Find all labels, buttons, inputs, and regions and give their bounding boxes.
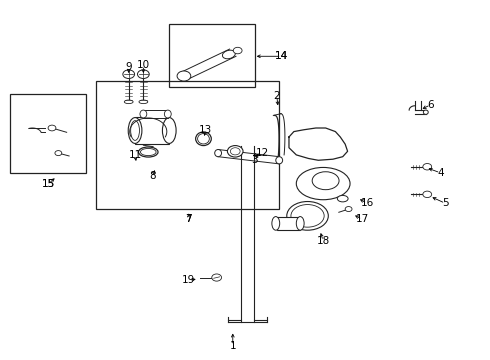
Bar [169, 24, 255, 87]
Ellipse shape [140, 110, 147, 118]
Circle shape [423, 163, 432, 170]
Ellipse shape [164, 110, 171, 118]
Circle shape [48, 125, 56, 131]
Text: 15: 15 [42, 179, 55, 189]
Ellipse shape [139, 147, 158, 157]
Text: 3: 3 [251, 155, 258, 165]
Text: 4: 4 [437, 168, 444, 178]
Text: 12: 12 [255, 148, 269, 158]
Text: 6: 6 [427, 100, 434, 110]
Circle shape [138, 70, 149, 78]
Ellipse shape [312, 172, 339, 190]
Text: 1: 1 [229, 341, 236, 351]
Text: 9: 9 [125, 62, 132, 72]
Text: 10: 10 [137, 60, 150, 70]
Text: 18: 18 [317, 236, 330, 246]
Bar [135, 117, 169, 144]
Text: 7: 7 [186, 215, 192, 224]
Text: 7: 7 [186, 215, 192, 224]
Bar [10, 94, 86, 173]
Bar [277, 217, 300, 230]
Text: 15: 15 [42, 179, 55, 189]
Text: 5: 5 [442, 198, 449, 208]
Ellipse shape [124, 100, 133, 104]
Ellipse shape [162, 118, 176, 143]
Circle shape [227, 145, 243, 157]
Text: 17: 17 [356, 215, 369, 224]
Ellipse shape [276, 157, 283, 164]
Ellipse shape [197, 134, 209, 144]
Ellipse shape [296, 167, 350, 200]
Circle shape [177, 71, 191, 81]
Bar [96, 81, 279, 209]
Text: 14: 14 [275, 51, 288, 61]
Text: 13: 13 [199, 125, 213, 135]
Circle shape [55, 150, 62, 156]
Ellipse shape [423, 110, 428, 114]
Ellipse shape [139, 100, 148, 104]
Ellipse shape [141, 148, 156, 156]
Text: 19: 19 [182, 275, 196, 285]
Ellipse shape [215, 149, 221, 157]
Text: 8: 8 [149, 171, 155, 181]
Circle shape [345, 207, 352, 212]
Ellipse shape [291, 204, 324, 227]
Ellipse shape [272, 217, 280, 230]
Ellipse shape [128, 118, 142, 143]
Circle shape [230, 148, 240, 155]
Text: 14: 14 [275, 51, 288, 61]
Circle shape [123, 70, 135, 78]
Text: 11: 11 [128, 150, 142, 160]
Ellipse shape [296, 217, 304, 230]
Text: 2: 2 [273, 91, 280, 101]
Circle shape [212, 274, 221, 281]
Bar [144, 110, 168, 118]
Ellipse shape [196, 132, 211, 145]
Ellipse shape [337, 195, 348, 202]
Text: 16: 16 [361, 198, 374, 208]
Ellipse shape [131, 121, 140, 140]
Circle shape [423, 191, 432, 198]
Ellipse shape [287, 202, 328, 230]
Circle shape [233, 47, 242, 54]
